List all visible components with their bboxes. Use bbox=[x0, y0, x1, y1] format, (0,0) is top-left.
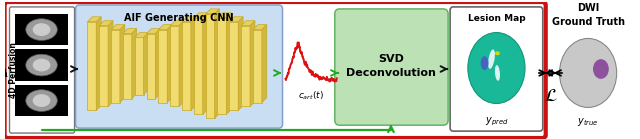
Polygon shape bbox=[205, 9, 220, 14]
Ellipse shape bbox=[481, 56, 488, 70]
Polygon shape bbox=[229, 17, 243, 22]
Polygon shape bbox=[229, 22, 238, 110]
Polygon shape bbox=[111, 25, 125, 30]
Polygon shape bbox=[241, 21, 255, 26]
Polygon shape bbox=[123, 33, 132, 99]
Polygon shape bbox=[170, 21, 184, 26]
Ellipse shape bbox=[495, 65, 500, 81]
Ellipse shape bbox=[33, 59, 51, 71]
Polygon shape bbox=[182, 17, 196, 22]
Polygon shape bbox=[158, 25, 172, 30]
Ellipse shape bbox=[468, 33, 525, 104]
Ellipse shape bbox=[488, 49, 495, 69]
Polygon shape bbox=[108, 21, 113, 106]
Polygon shape bbox=[191, 17, 196, 110]
Polygon shape bbox=[99, 26, 108, 106]
Polygon shape bbox=[182, 22, 191, 110]
Polygon shape bbox=[143, 33, 148, 95]
Polygon shape bbox=[253, 25, 267, 30]
Text: $y_{pred}$: $y_{pred}$ bbox=[484, 116, 508, 128]
Polygon shape bbox=[134, 33, 148, 38]
Polygon shape bbox=[194, 13, 207, 18]
FancyBboxPatch shape bbox=[10, 7, 75, 133]
Polygon shape bbox=[123, 29, 137, 33]
Text: SVD
Deconvolution: SVD Deconvolution bbox=[346, 54, 436, 78]
Polygon shape bbox=[170, 26, 179, 106]
Polygon shape bbox=[250, 21, 255, 106]
Ellipse shape bbox=[26, 19, 58, 40]
Polygon shape bbox=[134, 38, 143, 95]
Polygon shape bbox=[167, 25, 172, 103]
FancyBboxPatch shape bbox=[450, 7, 543, 131]
Polygon shape bbox=[88, 17, 101, 22]
Polygon shape bbox=[4, 69, 6, 77]
Ellipse shape bbox=[593, 59, 609, 79]
Polygon shape bbox=[120, 25, 125, 103]
Polygon shape bbox=[194, 18, 203, 114]
Ellipse shape bbox=[495, 51, 500, 55]
Polygon shape bbox=[111, 30, 120, 103]
Polygon shape bbox=[214, 9, 220, 118]
Ellipse shape bbox=[33, 23, 51, 36]
FancyBboxPatch shape bbox=[4, 2, 546, 138]
Polygon shape bbox=[218, 18, 227, 114]
Text: $\mathcal{L}$: $\mathcal{L}$ bbox=[544, 87, 557, 105]
Polygon shape bbox=[4, 69, 6, 77]
Text: AIF Generating CNN: AIF Generating CNN bbox=[124, 13, 234, 23]
Polygon shape bbox=[15, 85, 68, 116]
Ellipse shape bbox=[559, 39, 617, 107]
Ellipse shape bbox=[26, 90, 58, 111]
Ellipse shape bbox=[33, 94, 51, 107]
FancyBboxPatch shape bbox=[76, 5, 282, 128]
Polygon shape bbox=[15, 49, 68, 81]
Text: $y_{true}$: $y_{true}$ bbox=[577, 116, 599, 128]
Text: $c_{art}(t)$: $c_{art}(t)$ bbox=[298, 89, 324, 102]
Polygon shape bbox=[238, 17, 243, 110]
Ellipse shape bbox=[26, 54, 58, 76]
Polygon shape bbox=[156, 29, 160, 99]
Polygon shape bbox=[179, 21, 184, 106]
Polygon shape bbox=[241, 26, 250, 106]
Polygon shape bbox=[218, 13, 231, 18]
Polygon shape bbox=[147, 33, 156, 99]
Polygon shape bbox=[205, 14, 214, 118]
Polygon shape bbox=[15, 14, 68, 45]
Polygon shape bbox=[158, 30, 167, 103]
Polygon shape bbox=[203, 13, 207, 114]
Polygon shape bbox=[147, 29, 160, 33]
Polygon shape bbox=[132, 29, 137, 99]
Text: 4D Perfusion: 4D Perfusion bbox=[9, 42, 18, 98]
Polygon shape bbox=[99, 21, 113, 26]
Polygon shape bbox=[262, 25, 267, 103]
Polygon shape bbox=[88, 22, 96, 110]
Polygon shape bbox=[253, 30, 262, 103]
Text: Lesion Map: Lesion Map bbox=[468, 14, 525, 23]
Polygon shape bbox=[227, 13, 231, 114]
Text: DWI
Ground Truth: DWI Ground Truth bbox=[552, 3, 625, 27]
FancyBboxPatch shape bbox=[335, 9, 448, 125]
Polygon shape bbox=[96, 17, 101, 110]
